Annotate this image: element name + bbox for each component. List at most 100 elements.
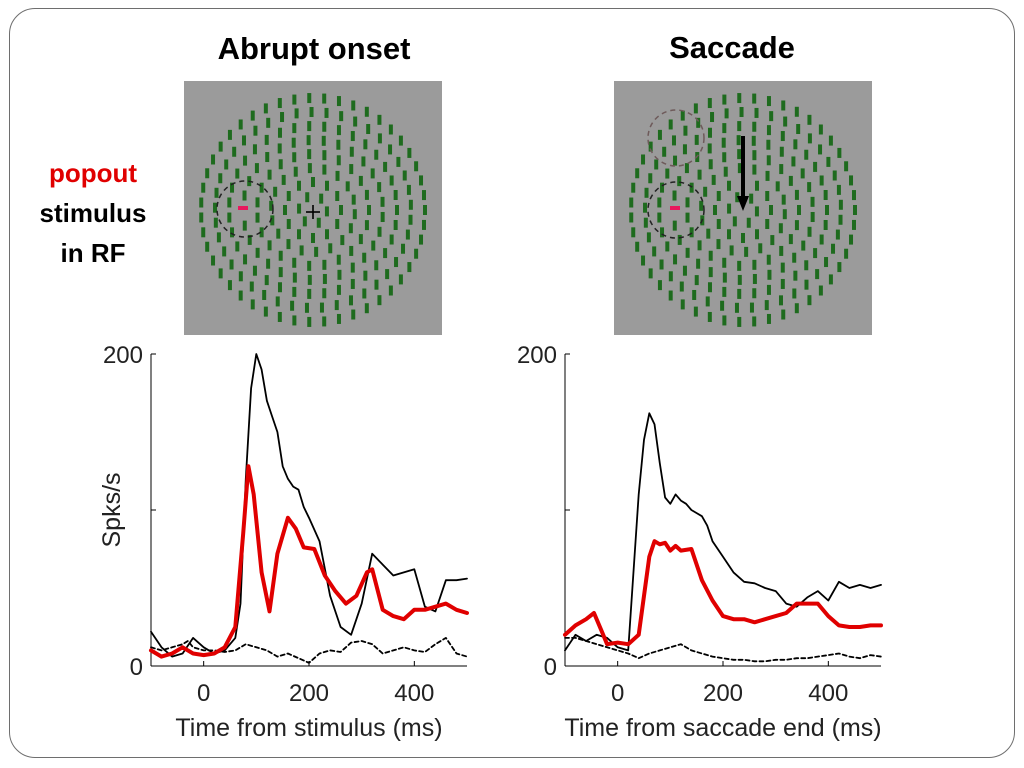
stimulus-bar — [371, 240, 376, 251]
stimulus-bar — [213, 217, 218, 228]
stimulus-bar — [255, 247, 260, 258]
stimulus-bar — [694, 134, 699, 145]
stimulus-bar — [707, 143, 712, 154]
stimulus-bar — [643, 202, 648, 213]
stimulus-bar — [299, 245, 304, 256]
stimulus-bar — [348, 223, 353, 234]
stimulus-bar — [385, 269, 390, 280]
stimulus-bar — [243, 254, 248, 265]
stimulus-bars — [199, 93, 427, 327]
panel-title-abrupt-onset: Abrupt onset — [217, 31, 411, 66]
stimulus-bar — [218, 173, 223, 184]
stimulus-bar — [781, 100, 786, 111]
stimulus-bar — [696, 117, 701, 128]
y-axis-label: Spks/s — [98, 472, 126, 547]
stimulus-bar — [422, 190, 427, 201]
stimulus-bar — [277, 98, 282, 109]
stimulus-bar — [823, 190, 828, 201]
stimulus-bar — [766, 125, 771, 136]
stimulus-bar — [766, 96, 771, 107]
stimulus-bar — [780, 131, 785, 142]
stimulus-bar — [349, 146, 354, 157]
stimulus-bar — [422, 219, 427, 230]
stimulus-bar — [370, 168, 375, 179]
stimulus-bar — [825, 205, 829, 215]
stimulus-bar — [242, 220, 247, 231]
stimulus-bar — [363, 139, 368, 150]
stimulus-bar — [419, 234, 424, 245]
stimulus-bar — [364, 106, 369, 117]
stimulus-bar — [307, 260, 312, 271]
stimulus-bar — [837, 147, 842, 158]
stimulus-bar — [314, 246, 319, 257]
stimulus-bar — [677, 234, 682, 245]
stimulus-bar — [752, 93, 757, 104]
stimulus-bar — [292, 286, 297, 297]
stimulus-bar — [211, 154, 216, 165]
stimulus-bar — [290, 300, 295, 311]
stimulus-bar — [722, 94, 727, 105]
receptive-field-circle — [216, 180, 274, 238]
stimulus-bar — [668, 119, 673, 130]
stimulus-bar — [707, 127, 712, 138]
stimulus-bar — [307, 163, 312, 174]
stimulus-bar — [213, 202, 218, 213]
stimulus-bar — [297, 203, 302, 214]
stimulus-bar — [818, 285, 823, 296]
stimulus-bar — [780, 262, 785, 273]
stimulus-bar — [853, 205, 857, 215]
stimulus-bar — [646, 232, 651, 243]
stimulus-bar — [672, 190, 677, 201]
stimulus-bar — [249, 281, 254, 292]
stimulus-bar — [352, 209, 357, 220]
stimulus-bar — [852, 219, 857, 230]
stimulus-bar — [263, 306, 268, 317]
stimulus-bar — [388, 144, 393, 155]
stimulus-bar — [232, 146, 237, 157]
x-tick-label: 0 — [611, 680, 624, 707]
stimulus-bar — [405, 229, 410, 240]
stimulus-bar — [807, 133, 812, 144]
stimulus-bar — [351, 100, 356, 111]
stimulus-bar — [408, 199, 413, 210]
stimulus-bar — [819, 175, 824, 186]
stimulus-bar — [685, 247, 690, 258]
stimulus-bar — [292, 315, 297, 326]
stimulus-bar — [322, 93, 327, 104]
stimulus-bar — [692, 289, 697, 300]
stimulus-bar — [765, 191, 770, 201]
stimulus-bar — [230, 182, 235, 193]
stimulus-bar — [267, 240, 272, 251]
stimulus-bar — [693, 306, 698, 317]
stimulus-bar — [291, 137, 296, 148]
stimulus-bar — [818, 144, 823, 155]
stimulus-bar — [266, 258, 271, 269]
stimulus-bar — [657, 280, 662, 291]
stimulus-bar — [362, 288, 367, 299]
stimulus-bar — [739, 107, 744, 118]
stimulus-bar — [654, 159, 659, 170]
stimulus-bar — [708, 250, 713, 261]
stimulus-bar — [707, 311, 712, 322]
stimulus-bar — [235, 241, 240, 252]
stimulus-bar — [749, 302, 754, 313]
stimulus-bar — [796, 124, 801, 135]
stimulus-bar — [336, 139, 341, 150]
stimulus-bar — [273, 186, 278, 197]
stimulus-bar — [250, 110, 255, 121]
stimulus-bar — [684, 163, 689, 174]
x-tick-label: 400 — [394, 680, 434, 707]
stimulus-bar — [673, 254, 678, 265]
stimulus-bar — [657, 129, 662, 140]
stimulus-bar — [364, 189, 369, 200]
y-tick-label: 200 — [103, 342, 143, 369]
stimulus-bar — [775, 181, 780, 192]
stimulus-bar — [673, 155, 678, 166]
stimulus-bar — [813, 161, 818, 172]
stimulus-bar — [807, 114, 812, 125]
stimulus-bar — [665, 168, 670, 179]
stimulus-bar — [259, 227, 264, 238]
stimulus-bar — [307, 121, 312, 132]
x-tick-label: 0 — [197, 680, 210, 707]
stimulus-bar — [388, 124, 393, 135]
